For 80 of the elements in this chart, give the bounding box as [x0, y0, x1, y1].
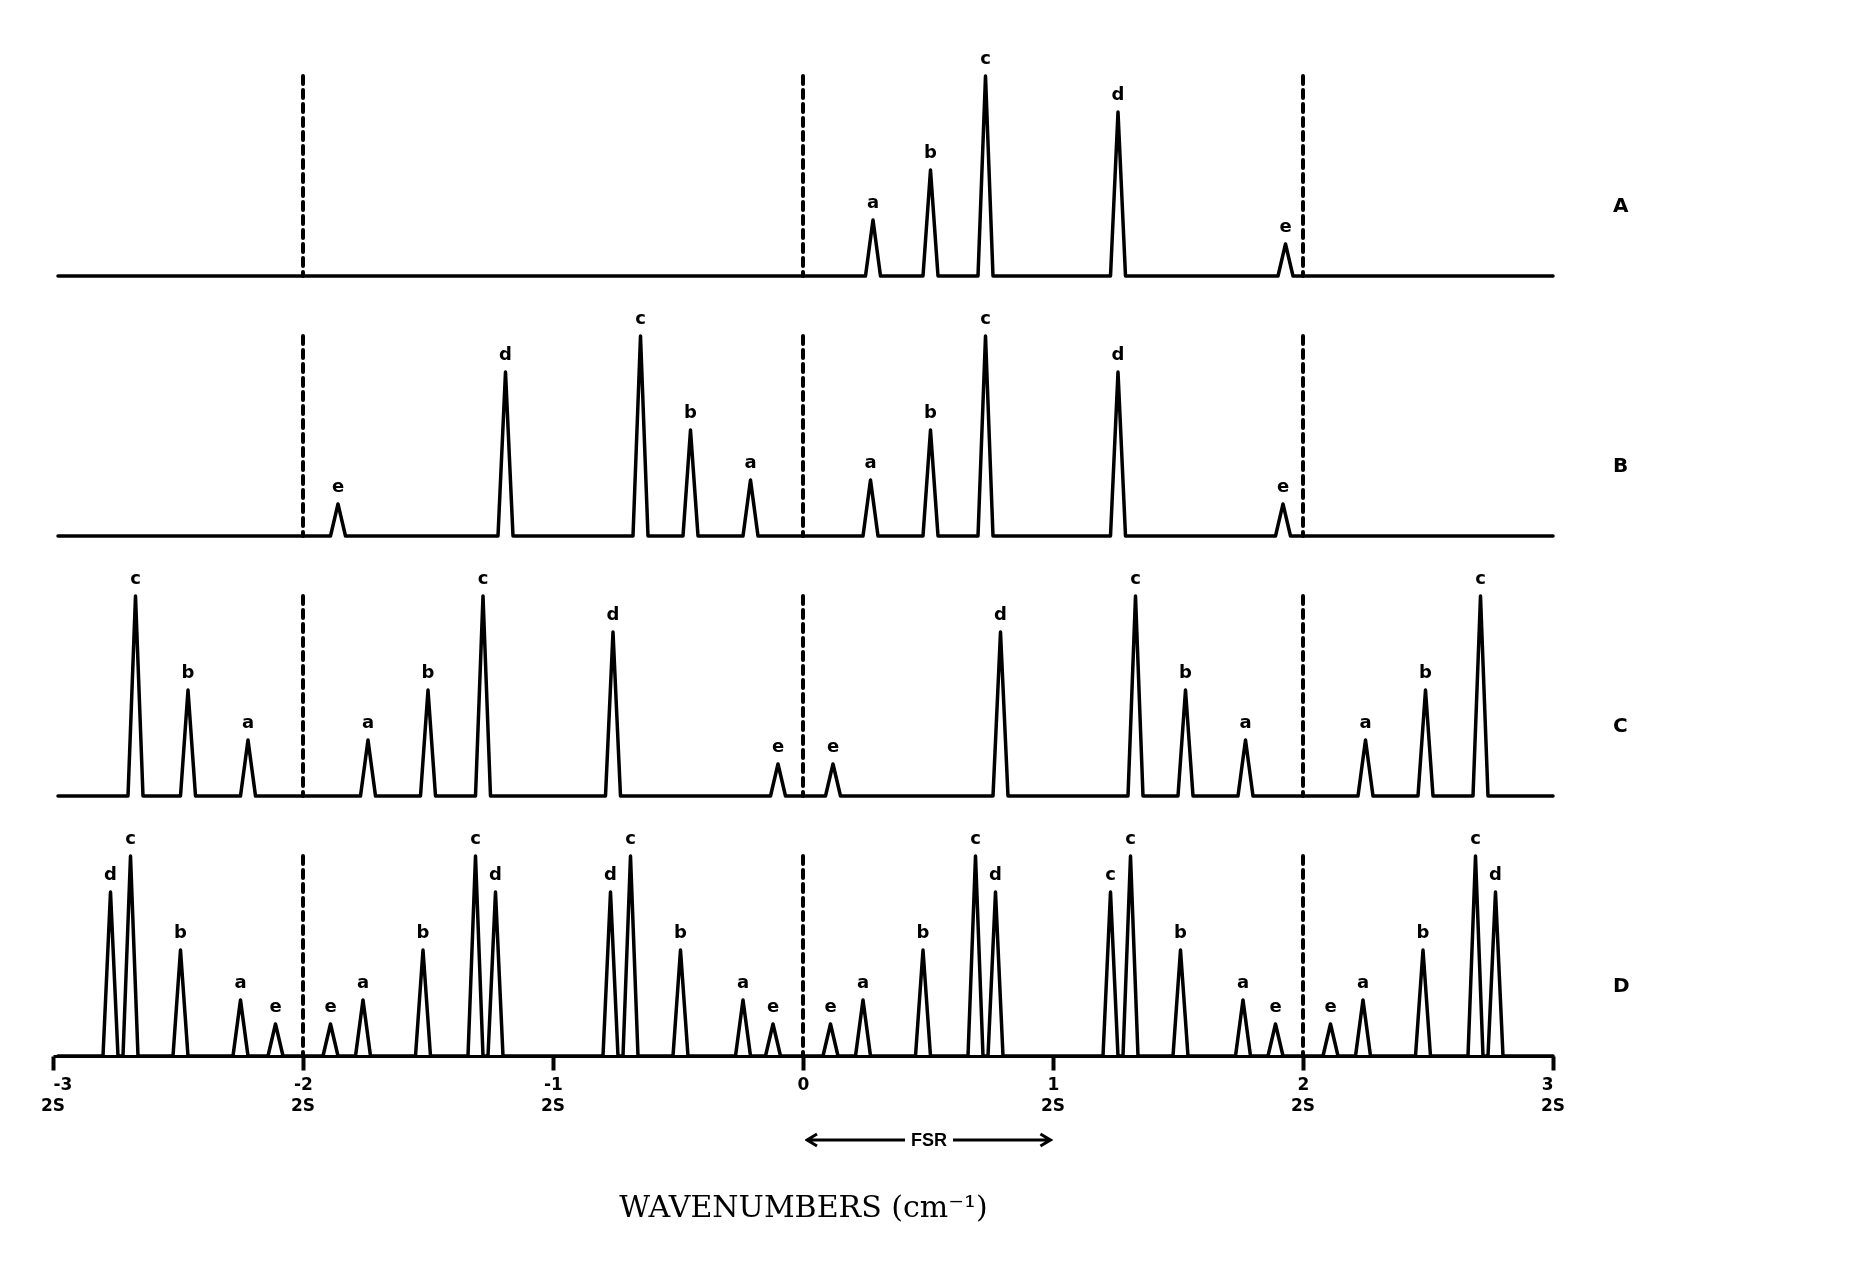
annotation: a	[744, 451, 757, 472]
text: 2S	[1040, 1095, 1066, 1115]
annotation: e	[1276, 475, 1290, 496]
annotation: e	[766, 995, 780, 1016]
annotation: b	[1419, 661, 1433, 682]
annotation: c	[1125, 827, 1136, 848]
x-tick-label: 1	[1047, 1073, 1060, 1094]
annotation: d	[1489, 863, 1502, 884]
annotation: b	[674, 921, 688, 942]
annotation: a	[1239, 711, 1252, 732]
annotation: a	[234, 971, 247, 992]
annotation: e	[1324, 995, 1337, 1016]
x-tick-label: 2	[1297, 1073, 1310, 1094]
annotation: b	[1179, 661, 1193, 682]
text: 2S	[40, 1095, 66, 1115]
annotation: c	[970, 827, 981, 848]
annotation: e	[324, 995, 337, 1016]
annotation: e	[1279, 215, 1292, 236]
annotation: a	[241, 711, 255, 732]
annotation: d	[606, 603, 620, 624]
annotation: b	[421, 661, 435, 682]
annotation: c	[1470, 827, 1481, 848]
annotation: b	[1174, 921, 1188, 942]
annotation: a	[736, 971, 750, 992]
annotation: c	[1105, 863, 1116, 884]
annotation: d	[1111, 83, 1125, 104]
annotation: e	[331, 475, 345, 496]
annotation: b	[174, 921, 188, 942]
annotation: c	[635, 307, 646, 328]
annotation: e	[826, 735, 840, 756]
annotation: c	[130, 567, 141, 588]
x-tick-label: -3	[53, 1073, 73, 1094]
text: 2S	[1290, 1095, 1316, 1115]
text: 2S	[1540, 1095, 1566, 1115]
annotation: a	[856, 971, 870, 992]
annotation: c	[477, 567, 489, 588]
annotation: c	[125, 827, 136, 848]
annotation: d	[499, 343, 512, 364]
annotation: e	[824, 995, 837, 1016]
x-tick-label: -2	[294, 1073, 313, 1094]
annotation: c	[1130, 567, 1141, 588]
text: FSR	[904, 1127, 953, 1152]
annotation: c	[1475, 567, 1486, 588]
annotation: e	[771, 735, 785, 756]
x-tick-label: 3	[1541, 1073, 1554, 1094]
annotation: a	[866, 191, 880, 212]
annotation: d	[604, 863, 617, 884]
annotation: d	[1111, 343, 1125, 364]
annotation: c	[980, 47, 991, 68]
annotation: d	[489, 863, 502, 884]
x-axis-title: WAVENUMBERS (cm⁻¹)	[619, 1188, 988, 1224]
annotation: e	[1269, 995, 1282, 1016]
annotation: d	[104, 863, 117, 884]
text: C	[1613, 713, 1628, 737]
text: 2S	[290, 1095, 316, 1115]
annotation: b	[924, 141, 938, 162]
annotation: d	[994, 603, 1007, 624]
annotation: a	[864, 451, 877, 472]
annotation: b	[916, 921, 930, 942]
x-tick-label: -1	[544, 1073, 563, 1094]
annotation: c	[980, 307, 991, 328]
annotation: a	[356, 971, 370, 992]
text: B	[1613, 453, 1629, 477]
annotation: a	[361, 711, 375, 732]
annotation: b	[924, 401, 938, 422]
annotation: b	[181, 661, 195, 682]
annotation: a	[1356, 971, 1370, 992]
annotation: b	[416, 921, 430, 942]
annotation: a	[1359, 711, 1372, 732]
annotation: c	[625, 827, 636, 848]
text: A	[1613, 193, 1629, 217]
x-tick-label: 0	[797, 1073, 810, 1094]
annotation: b	[684, 401, 698, 422]
annotation: d	[989, 863, 1002, 884]
annotation: a	[1236, 971, 1250, 992]
text: 2S	[540, 1095, 566, 1115]
annotation: e	[269, 995, 282, 1016]
annotation: c	[470, 827, 481, 848]
annotation: b	[1416, 921, 1430, 942]
text: D	[1613, 973, 1630, 997]
